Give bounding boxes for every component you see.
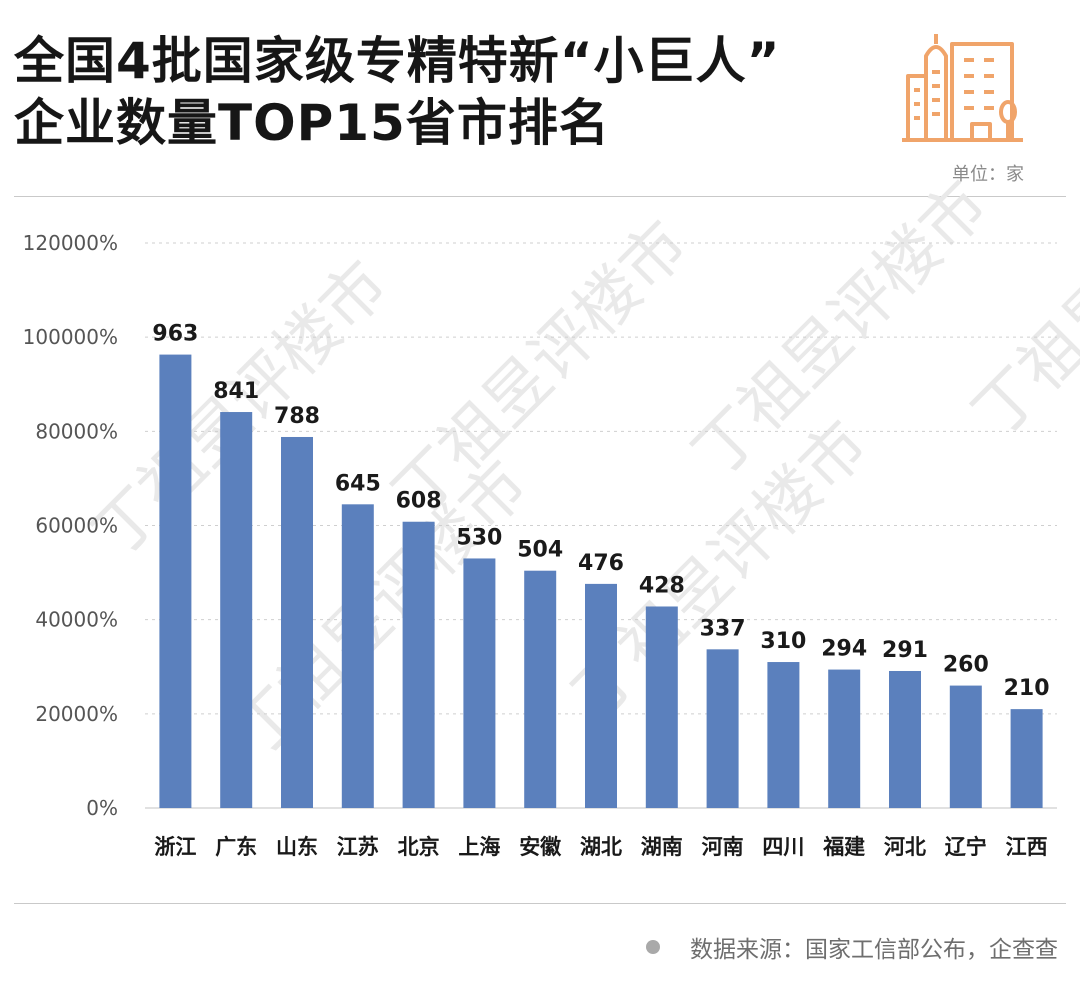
bottom-divider (14, 903, 1066, 904)
bar (463, 558, 496, 808)
category-label: 四川 (762, 835, 804, 859)
bar (889, 670, 921, 808)
value-label: 608 (396, 489, 442, 514)
category-label: 湖北 (580, 835, 622, 859)
category-labels: 浙江 广东 山东 江苏 北京 上海 安徽 湖北 湖南 河南 四川 福建 河北 辽宁 江西 (154, 835, 1047, 859)
y-tick-label: 100000% (23, 325, 118, 349)
value-label: 428 (639, 573, 685, 598)
category-label: 浙江 (154, 835, 196, 859)
bar (1010, 709, 1043, 808)
category-label: 福建 (822, 835, 865, 859)
source-text: 数据来源：国家工信部公布，企查查 (690, 937, 1058, 963)
y-tick-label: 20000% (35, 702, 118, 726)
bar (949, 685, 982, 808)
chart-title: 全国4批国家级专精特新“小巨人” 企业数量TOP15省市排名 (14, 30, 781, 154)
bar (767, 662, 800, 808)
value-label: 530 (456, 525, 502, 550)
bar (645, 606, 678, 808)
value-label: 210 (1004, 676, 1050, 701)
value-label: 294 (821, 637, 867, 662)
category-label: 北京 (398, 835, 440, 859)
value-label: 645 (335, 471, 381, 496)
value-label: 476 (578, 551, 624, 576)
value-label: 841 (213, 379, 259, 404)
category-label: 山东 (276, 835, 318, 859)
value-label: 337 (700, 616, 746, 641)
value-label: 310 (760, 629, 806, 654)
category-label: 辽宁 (945, 835, 987, 859)
y-tick-label: 80000% (35, 419, 118, 443)
category-label: 河南 (702, 835, 744, 859)
category-label: 安徽 (519, 835, 562, 859)
y-tick-label: 0% (86, 796, 118, 820)
title-line-1: 全国4批国家级专精特新“小巨人” (14, 32, 781, 90)
bars (159, 354, 1043, 808)
category-label: 江西 (1006, 835, 1048, 859)
category-label: 广东 (215, 835, 257, 859)
bar (828, 669, 861, 808)
value-label: 504 (517, 538, 563, 563)
value-labels: 963 841 788 645 608 530 504 476 428 337 310 294 291 2… (152, 322, 1049, 702)
y-axis-ticks: 0% 20000% 40000% 60000% 80000% 100000% 120000% (23, 231, 118, 820)
category-label: 河北 (884, 835, 926, 859)
category-label: 江苏 (337, 835, 379, 859)
category-label: 上海 (458, 835, 500, 859)
value-label: 260 (943, 653, 989, 678)
source-note: 数据来源：国家工信部公布，企查查 (646, 930, 1058, 964)
top-divider (14, 196, 1066, 197)
bar (220, 412, 253, 808)
bar (159, 354, 192, 808)
building-icon (902, 34, 1023, 142)
bar (524, 570, 557, 808)
value-label: 291 (882, 638, 928, 663)
value-label: 788 (274, 404, 320, 429)
bar (706, 649, 739, 808)
bullet-dot-icon (646, 940, 660, 954)
watermark-text: 丁祖昱评楼市 (959, 127, 1080, 451)
watermark-text: 丁祖昱评楼市 (379, 207, 703, 531)
y-tick-label: 40000% (35, 608, 118, 632)
bar (402, 521, 435, 808)
category-label: 湖南 (641, 835, 683, 859)
y-tick-label: 120000% (23, 231, 118, 255)
bar (281, 436, 313, 808)
value-label: 963 (152, 322, 198, 347)
y-tick-label: 60000% (35, 514, 118, 538)
bar (341, 504, 374, 808)
title-line-2: 企业数量TOP15省市排名 (14, 94, 610, 152)
unit-label: 单位：家 (952, 164, 1024, 185)
bar (585, 583, 617, 808)
